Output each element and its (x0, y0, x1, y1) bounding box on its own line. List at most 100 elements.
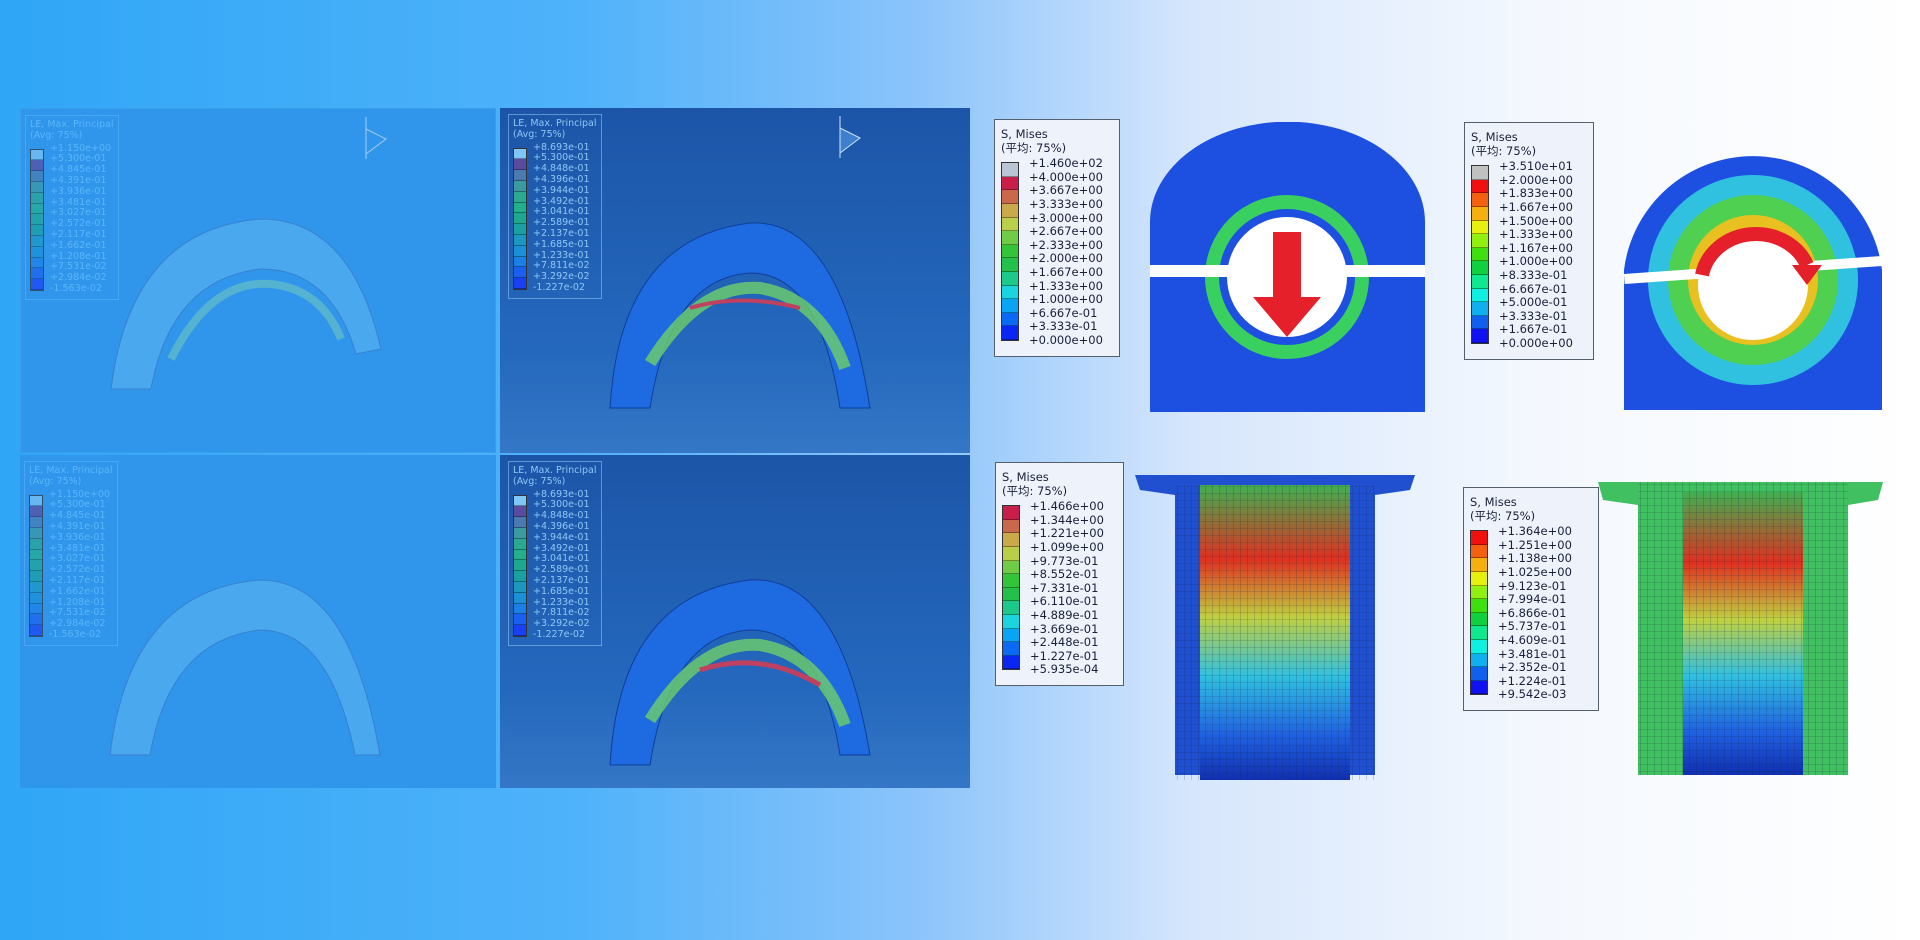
legend-color-swatch (1472, 166, 1488, 180)
legend-title: S, Mises (1470, 495, 1517, 509)
legend-mises-1: S, Mises (平均: 75%) +1.460e+02 +4.000e+00 +3.… (994, 119, 1120, 357)
legend-color-swatch (514, 549, 526, 561)
legend-value: +4.391e-01 (50, 174, 107, 186)
legend-value: +1.685e-01 (533, 238, 590, 250)
legend-value: +7.531e-02 (50, 261, 107, 273)
legend-color-swatch (30, 581, 42, 593)
legend-value: +1.667e+00 (1499, 199, 1573, 214)
legend-color-swatch (1002, 326, 1018, 340)
legend-color-swatch (1003, 642, 1019, 656)
legend-color-swatch (1471, 626, 1487, 640)
legend-color-swatch (31, 192, 43, 204)
legend-color-swatch (1002, 217, 1018, 232)
legend-value: +0.000e+00 (1029, 332, 1103, 347)
legend-value: +2.352e-01 (1498, 660, 1567, 675)
legend-color-swatch (30, 625, 42, 636)
legend-value: +1.344e+00 (1030, 512, 1104, 527)
legend-color-swatch (1471, 680, 1487, 695)
legend-color-swatch (1002, 231, 1018, 245)
legend-value: +1.460e+02 (1029, 156, 1103, 171)
legend-value: +1.224e-01 (1498, 673, 1567, 688)
fea-panel-strain-3: LE, Max. Principal (Avg: 75%) +1.150e+00 +5… (20, 455, 496, 788)
legend-color-swatch (514, 170, 526, 181)
legend-color-swatch (1002, 271, 1018, 286)
legend-value: +9.123e-01 (1498, 578, 1567, 593)
legend-title: LE, Max. Principal (29, 465, 113, 476)
legend-color-swatch (30, 506, 42, 518)
legend-color-swatch (31, 268, 43, 280)
legend-value: +3.041e-01 (533, 553, 590, 565)
legend-color-swatch (1002, 312, 1018, 327)
legend-color-swatch (1472, 193, 1488, 207)
legend-averaging: (平均: 75%) (1002, 483, 1068, 498)
legend-color-swatch (1003, 601, 1019, 615)
legend-color-swatch (1471, 544, 1487, 559)
legend-value: +4.000e+00 (1029, 169, 1103, 184)
legend-value: +3.333e-01 (1029, 319, 1098, 334)
legend-color-swatch (1472, 220, 1488, 235)
legend-color-swatch (1471, 571, 1487, 586)
legend-color-swatch (1472, 206, 1488, 221)
legend-value: +2.572e-01 (50, 218, 107, 230)
legend-value: +1.466e+00 (1030, 499, 1104, 514)
legend-color-swatch (514, 159, 526, 171)
legend-color-swatch (514, 234, 526, 246)
legend-value: +1.233e-01 (533, 596, 590, 608)
legend-value: +2.589e-01 (533, 564, 590, 576)
legend-value: +3.669e-01 (1030, 621, 1099, 636)
legend-value: +6.667e-01 (1029, 305, 1098, 320)
legend-color-swatch (514, 148, 526, 160)
legend-title: S, Mises (1471, 130, 1518, 144)
legend-color-swatch (1002, 203, 1018, 218)
legend-value: +4.396e-01 (533, 173, 590, 185)
legend-color-swatch (1002, 176, 1018, 191)
legend-color-swatch (1002, 190, 1018, 204)
legend-color-swatch (514, 506, 526, 518)
legend-value: +2.333e+00 (1029, 237, 1103, 252)
legend-value: +1.662e-01 (50, 239, 107, 251)
legend-title: LE, Max. Principal (513, 465, 597, 476)
legend-color-swatch (514, 278, 526, 289)
axis-triad-icon (365, 117, 387, 159)
legend-value: +3.492e-01 (533, 542, 590, 554)
legend-value: +5.300e-01 (533, 152, 590, 164)
legend-value: +5.300e-01 (50, 153, 107, 165)
legend-value: +1.167e+00 (1499, 240, 1573, 255)
legend-value: +1.150e+00 (50, 142, 112, 154)
legend-color-swatch (1472, 247, 1488, 262)
legend-color-swatch (31, 171, 43, 182)
legend-value: +2.589e-01 (533, 217, 590, 229)
legend-color-swatch (1002, 285, 1018, 300)
legend-value: +4.396e-01 (533, 520, 590, 532)
legend-color-swatch (514, 224, 526, 235)
legend-mises-4: S, Mises (平均: 75%) +1.364e+00 +1.251e+00 +1.… (1463, 487, 1599, 711)
legend-value: +1.150e+00 (49, 488, 111, 500)
bushing-compression-model (1150, 122, 1425, 412)
legend-value: +8.333e-01 (1499, 267, 1568, 282)
legend-color-swatch (1471, 667, 1487, 681)
legend-value: +3.944e-01 (533, 531, 590, 543)
legend-value: +5.300e-01 (533, 499, 590, 511)
legend-color-swatch (31, 149, 43, 161)
legend-value: +5.737e-01 (1498, 619, 1567, 634)
legend-value: +2.000e+00 (1029, 251, 1103, 266)
legend-value: +3.041e-01 (533, 206, 590, 218)
legend-value: +1.221e+00 (1030, 526, 1104, 541)
legend-value: -1.563e-02 (50, 282, 102, 294)
legend-value: +1.333e+00 (1029, 278, 1103, 293)
legend-color-swatch (1003, 574, 1019, 588)
legend-color-swatch (1003, 628, 1019, 643)
legend-color-swatch (514, 256, 526, 268)
legend-color-swatch (1003, 560, 1019, 575)
legend-color-swatch (1472, 261, 1488, 275)
legend-color-swatch (514, 614, 526, 626)
legend-color-swatch (30, 495, 42, 507)
legend-value: +1.364e+00 (1498, 524, 1572, 539)
legend-color-swatch (31, 225, 43, 236)
legend-value: +4.848e-01 (533, 510, 590, 522)
legend-value: +1.000e+00 (1499, 254, 1573, 269)
legend-color-swatch (30, 614, 42, 626)
legend-color-swatch (1472, 315, 1488, 330)
legend-value: +0.000e+00 (1499, 335, 1573, 350)
legend-color-swatch (1003, 655, 1019, 670)
